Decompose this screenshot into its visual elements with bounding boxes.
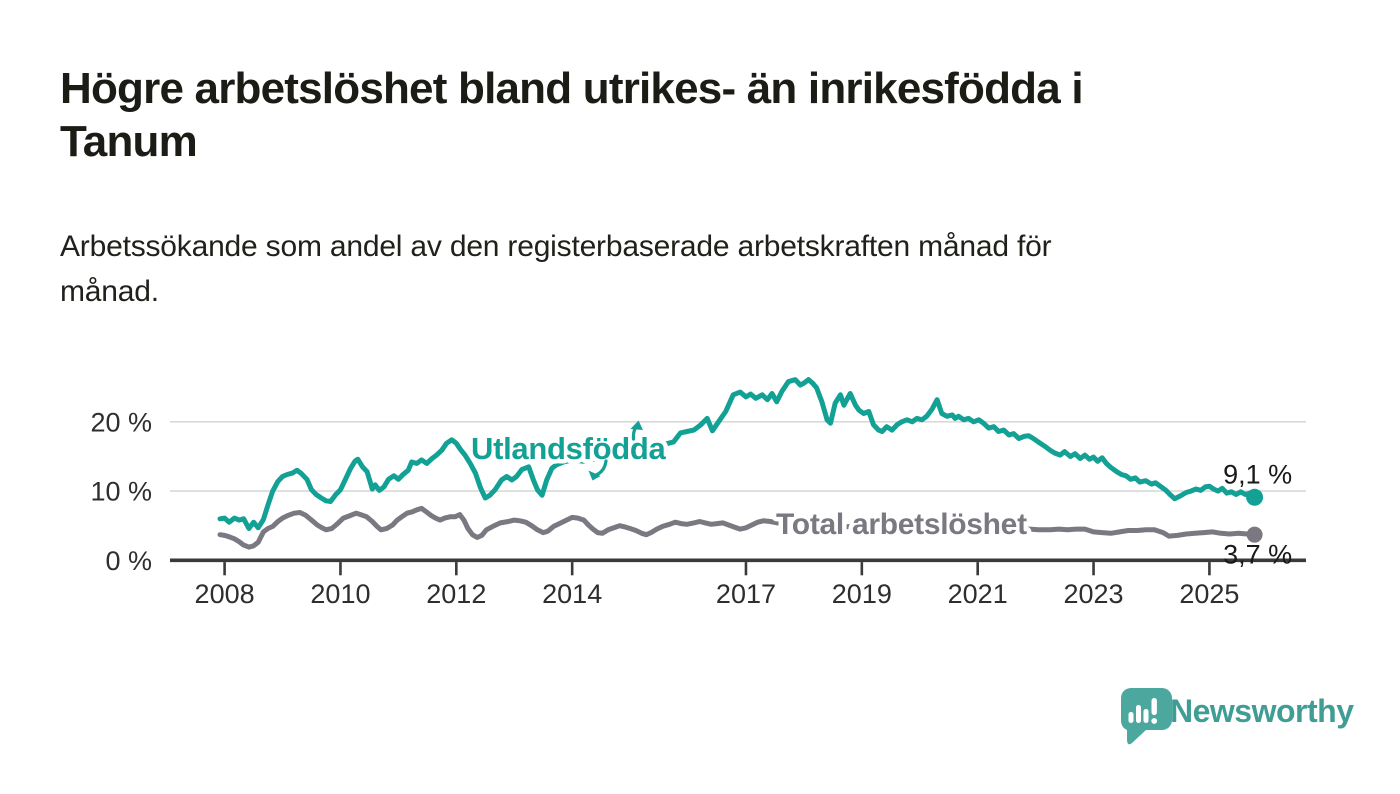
x-tick-label-2017: 2017 <box>716 579 776 609</box>
arrow-down-tail-icon <box>594 459 608 477</box>
x-tick-label-2010: 2010 <box>310 579 370 609</box>
end-value-label-utlandsfodda: 9,1 % <box>1223 459 1292 489</box>
y-tick-label-10: 10 % <box>90 477 152 507</box>
x-tick-label-2014: 2014 <box>542 579 602 609</box>
axes: 2008 2010 2012 2014 2017 2019 2021 2023 2025 0 % 1… <box>90 407 1306 609</box>
logo-bar-3 <box>1143 709 1149 723</box>
page-title-line-1: Högre arbetslöshet bland utrikes- än inr… <box>60 64 1084 113</box>
newsworthy-bubble-icon <box>1120 688 1172 745</box>
x-tick-label-2021: 2021 <box>948 579 1008 609</box>
series-line-total <box>217 505 1258 550</box>
gridlines <box>170 421 1306 492</box>
chart-subtitle: Arbetssökande som andel av den registerb… <box>60 224 1052 314</box>
x-tick-label-2023: 2023 <box>1064 579 1124 609</box>
y-tick-label-0: 0 % <box>105 546 152 576</box>
arrow-down-head-icon <box>588 470 601 481</box>
series-lines <box>217 377 1258 550</box>
series-line-utlandsfodda <box>217 377 1258 531</box>
annotation-arrows <box>588 420 643 481</box>
series-label-total: Total arbetslöshet <box>776 508 1027 541</box>
x-tick-label-2019: 2019 <box>832 579 892 609</box>
series-label-utlandsfodda: Utlandsfödda <box>471 431 667 466</box>
chart-subtitle-line-2: månad. <box>60 275 159 308</box>
newsworthy-wordmark: Newsworthy <box>1170 693 1354 729</box>
page-title-line-2: Tanum <box>60 117 198 166</box>
logo-exclamation-dot <box>1151 718 1158 724</box>
end-dot-utlandsfodda <box>1246 488 1264 506</box>
x-tick-label-2025: 2025 <box>1179 579 1239 609</box>
series-endpoints: 9,1 % 3,7 % <box>1223 459 1292 569</box>
x-tick-label-2008: 2008 <box>195 579 255 609</box>
logo-exclamation-bar <box>1151 698 1157 715</box>
page-title: Högre arbetslöshet bland utrikes- än inr… <box>60 62 1084 168</box>
logo-bar-1 <box>1128 712 1134 723</box>
end-dot-total <box>1246 526 1263 543</box>
arrow-up-head-icon <box>630 420 643 430</box>
chart-subtitle-line-1: Arbetssökande som andel av den registerb… <box>60 230 1052 263</box>
y-tick-label-20: 20 % <box>90 407 152 437</box>
end-value-label-total: 3,7 % <box>1223 540 1292 570</box>
newsworthy-logo: Newsworthy <box>1120 688 1355 745</box>
logo-bar-2 <box>1136 705 1141 723</box>
x-tick-label-2012: 2012 <box>426 579 486 609</box>
